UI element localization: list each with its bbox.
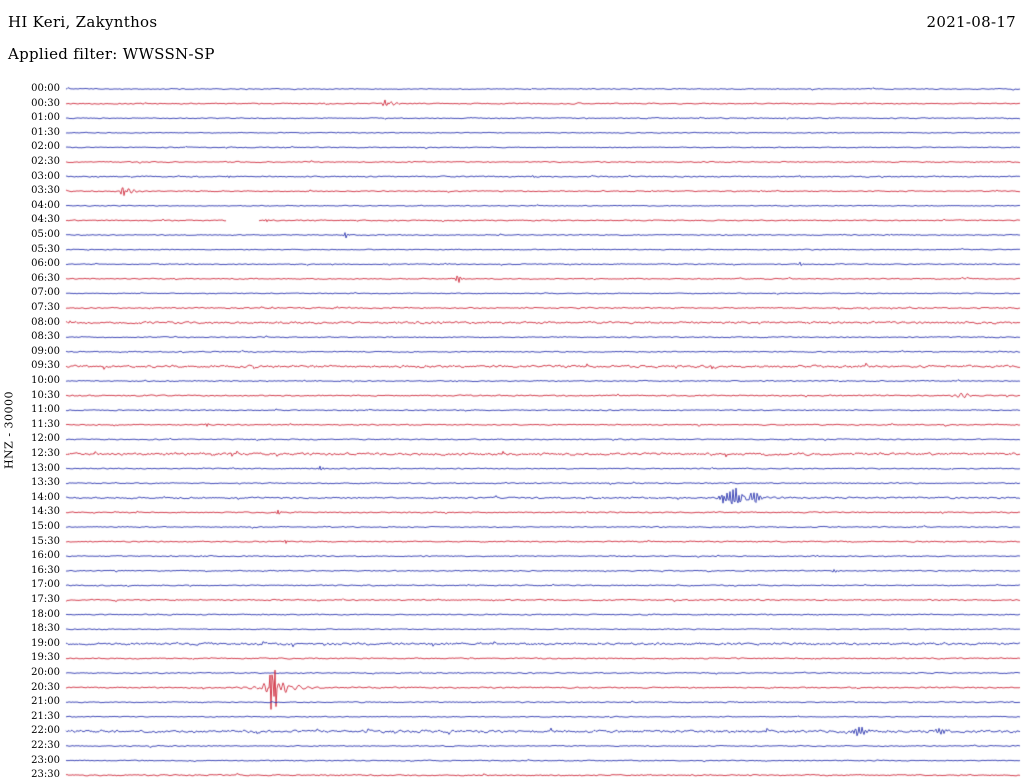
seismogram-canvas: [0, 0, 1024, 780]
seismogram-page: HI Keri, Zakynthos 2021-08-17 Applied fi…: [0, 0, 1024, 780]
